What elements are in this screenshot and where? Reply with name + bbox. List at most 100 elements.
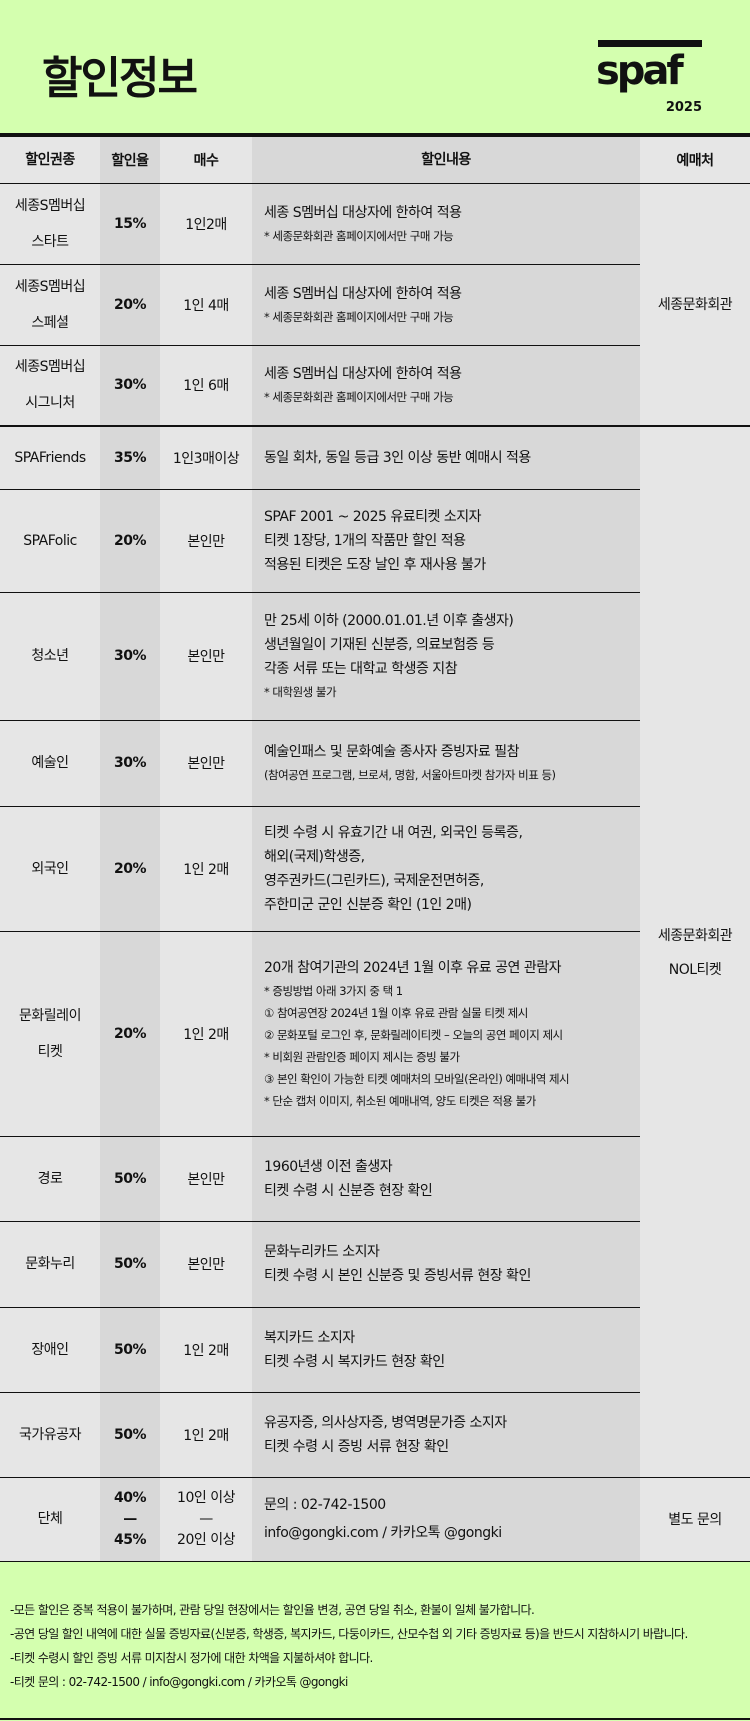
vendor-cell: 세종문화회관 NOL티켓 xyxy=(640,426,750,1478)
content-line: 티켓 수령 시 복지카드 현장 확인 xyxy=(264,1353,445,1370)
vendor-cell: 별도 문의 xyxy=(640,1477,750,1562)
content-line: 티켓 수령 시 신분증 현장 확인 xyxy=(264,1182,433,1199)
discount-content: 문의 : 02-742-1500 info@gongki.com / 카카오톡 @… xyxy=(252,1477,640,1562)
discount-rate: 15% xyxy=(100,183,160,265)
content-note: * 증빙방법 아래 3가지 중 택 1 xyxy=(264,983,403,998)
ticket-type-line: 경로 xyxy=(37,1170,63,1187)
content-note: * 단순 캡처 이미지, 취소된 예매내역, 양도 티켓은 적용 불가 xyxy=(264,1093,536,1108)
content-line: info@gongki.com / 카카오톡 @gongki xyxy=(264,1525,502,1541)
content-line: 20개 참여기관의 2024년 1월 이후 유료 공연 관람자 xyxy=(264,959,561,976)
table-row: 외국인 20% 1인 2매 티켓 수령 시 유효기간 내 여권, 외국인 등록증, 해외… xyxy=(0,806,750,932)
discount-rate: 30% xyxy=(100,592,160,721)
ticket-qty: 본인만 xyxy=(160,489,252,593)
page-title: 할인정보 xyxy=(42,53,198,104)
rate-line: — xyxy=(123,1510,137,1527)
discount-rate: 30% xyxy=(100,345,160,427)
discount-content: 1960년생 이전 출생자 티켓 수령 시 신분증 현장 확인 xyxy=(252,1136,640,1222)
logo-word: spaf xyxy=(596,48,684,94)
ticket-type-line: 시그니처 xyxy=(25,395,75,412)
discount-content: SPAF 2001 ~ 2025 유료티켓 소지자 티켓 1장당, 1개의 작품만… xyxy=(252,489,640,593)
content-note: ① 참여공연장 2024년 1월 이후 유료 관람 실물 티켓 제시 xyxy=(264,1005,528,1020)
content-line: 만 25세 이하 (2000.01.01.년 이후 출생자) xyxy=(264,613,514,629)
ticket-type-line: 세종S멤버십 xyxy=(14,197,86,214)
ticket-type-line: 청소년 xyxy=(31,648,69,664)
content-line: 유공자증, 의사상자증, 병역명문가증 소지자 xyxy=(264,1414,507,1431)
content-note: * 세종문화회관 홈페이지에서만 구매 가능 xyxy=(264,228,454,243)
vendor-name: NOL티켓 xyxy=(668,961,722,978)
content-line: 복지카드 소지자 xyxy=(264,1329,355,1346)
vendor-name: 세종문화회관 xyxy=(657,927,733,944)
discount-rate: 50% xyxy=(100,1136,160,1222)
page-header: 할인정보 spaf 2025 xyxy=(0,0,750,133)
ticket-type-line: 문화릴레이 xyxy=(19,1007,81,1024)
table-row: 장애인 50% 1인 2매 복지카드 소지자 티켓 수령 시 복지카드 현장 확인 xyxy=(0,1307,750,1393)
header-content: 할인내용 xyxy=(252,135,640,184)
content-line: 티켓 수령 시 본인 신분증 및 증빙서류 현장 확인 xyxy=(264,1268,531,1284)
content-line: 주한미군 군인 신분증 확인 (1인 2매) xyxy=(264,896,472,913)
table-row: 경로 50% 본인만 1960년생 이전 출생자 티켓 수령 시 신분증 현장 확인 xyxy=(0,1136,750,1222)
header-rate: 할인율 xyxy=(100,135,160,184)
qty-line: 10인 이상 xyxy=(177,1489,235,1506)
content-line: 해외(국제)학생증, xyxy=(264,848,365,865)
discount-rate: 50% xyxy=(100,1392,160,1478)
footer-note: -티켓 수령시 할인 증빙 서류 미지참시 정가에 대한 차액을 지불하셔야 합… xyxy=(10,1650,373,1665)
ticket-type: SPAFolic xyxy=(0,489,100,593)
ticket-type-line: 스타트 xyxy=(31,233,69,250)
table-row: 문화누리 50% 본인만 문화누리카드 소지자 티켓 수령 시 본인 신분증 및 증빙서… xyxy=(0,1221,750,1308)
table-row: 문화릴레이 티켓 20% 1인 2매 20개 참여기관의 2024년 1월 이후 유료 … xyxy=(0,931,750,1137)
ticket-type: 예술인 xyxy=(0,720,100,807)
ticket-type-line: 세종S멤버십 xyxy=(14,359,86,376)
content-line: 문의 : 02-742-1500 xyxy=(264,1497,386,1513)
ticket-type-line: SPAFriends xyxy=(14,449,86,466)
header-qty: 매수 xyxy=(160,135,252,184)
header-type: 할인권종 xyxy=(0,135,100,184)
ticket-type-line: 장애인 xyxy=(31,1341,69,1358)
table-header-row: 할인권종 할인율 매수 할인내용 예매처 xyxy=(0,135,750,184)
table-row: 세종S멤버십 스타트 15% 1인2매 세종 S멤버십 대상자에 한하여 적용 * 세종문… xyxy=(0,183,750,427)
ticket-qty: 1인3매이상 xyxy=(160,426,252,490)
ticket-qty: 1인 2매 xyxy=(160,806,252,932)
ticket-type-line: 국가유공자 xyxy=(19,1426,81,1443)
ticket-qty: 10인 이상 — 20인 이상 xyxy=(160,1477,252,1562)
vendor-cell: 세종문화회관 xyxy=(640,183,750,427)
content-line: 세종 S멤버십 대상자에 한하여 적용 xyxy=(264,285,462,302)
discount-content: 티켓 수령 시 유효기간 내 여권, 외국인 등록증, 해외(국제)학생증, 영주권… xyxy=(252,806,640,932)
discount-rate: 35% xyxy=(100,426,160,490)
discount-table: 할인권종 할인율 매수 할인내용 예매처 세종S멤버십 스타트 15% 1인2매 세종 … xyxy=(0,133,750,1562)
qty-line: — xyxy=(199,1510,213,1527)
ticket-qty: 1인 2매 xyxy=(160,1392,252,1478)
table-row: 세종S멤버십 스페셜 20% 1인 4매 세종 S멤버십 대상자에 한하여 적용 * 세종… xyxy=(0,264,750,346)
table-row: 국가유공자 50% 1인 2매 유공자증, 의사상자증, 병역명문가증 소지자 티켓 수… xyxy=(0,1392,750,1478)
content-line: 문화누리카드 소지자 xyxy=(264,1244,380,1260)
table-row: SPAFriends 35% 1인3매이상 동일 회차, 동일 등급 3인 이상 동반… xyxy=(0,426,750,1478)
content-note: * 세종문화회관 홈페이지에서만 구매 가능 xyxy=(264,309,454,324)
discount-rate: 20% xyxy=(100,931,160,1137)
content-note: * 세종문화회관 홈페이지에서만 구매 가능 xyxy=(264,390,454,405)
qty-line: 20인 이상 xyxy=(177,1531,235,1548)
content-line: 생년월일이 기재된 신분증, 의료보험증 등 xyxy=(264,637,495,653)
content-note: (참여공연 프로그램, 브로셔, 명함, 서울아트마켓 참가자 비표 등) xyxy=(264,768,556,782)
discount-rate: 50% xyxy=(100,1307,160,1393)
ticket-type: 장애인 xyxy=(0,1307,100,1393)
ticket-type-line: 티켓 xyxy=(37,1043,63,1060)
table-row: 청소년 30% 본인만 만 25세 이하 (2000.01.01.년 이후 출생자) 생… xyxy=(0,592,750,721)
ticket-type-line: 스페셜 xyxy=(31,314,69,331)
discount-rate: 30% xyxy=(100,720,160,807)
content-line: 예술인패스 및 문화예술 종사자 증빙자료 필참 xyxy=(264,744,519,760)
discount-content: 유공자증, 의사상자증, 병역명문가증 소지자 티켓 수령 시 증빙 서류 현장 … xyxy=(252,1392,640,1478)
table-row: SPAFolic 20% 본인만 SPAF 2001 ~ 2025 유료티켓 소지자 티… xyxy=(0,489,750,593)
content-line: 세종 S멤버십 대상자에 한하여 적용 xyxy=(264,204,462,221)
footer-note: -티켓 문의 : 02-742-1500 / info@gongki.com /… xyxy=(10,1674,348,1689)
footer-notes: -모든 할인은 중복 적용이 불가하며, 관람 당일 현장에서는 할인율 변경,… xyxy=(0,1562,750,1720)
ticket-qty: 본인만 xyxy=(160,720,252,807)
ticket-qty: 1인 4매 xyxy=(160,264,252,346)
footer-note: -모든 할인은 중복 적용이 불가하며, 관람 당일 현장에서는 할인율 변경,… xyxy=(10,1602,535,1617)
discount-content: 만 25세 이하 (2000.01.01.년 이후 출생자) 생년월일이 기재된 … xyxy=(252,592,640,721)
ticket-type-line: 외국인 xyxy=(31,860,69,877)
discount-rate: 20% xyxy=(100,489,160,593)
content-note: ② 문화포털 로그인 후, 문화릴레이티켓 – 오늘의 공연 페이지 제시 xyxy=(264,1027,563,1042)
ticket-type: 청소년 xyxy=(0,592,100,721)
